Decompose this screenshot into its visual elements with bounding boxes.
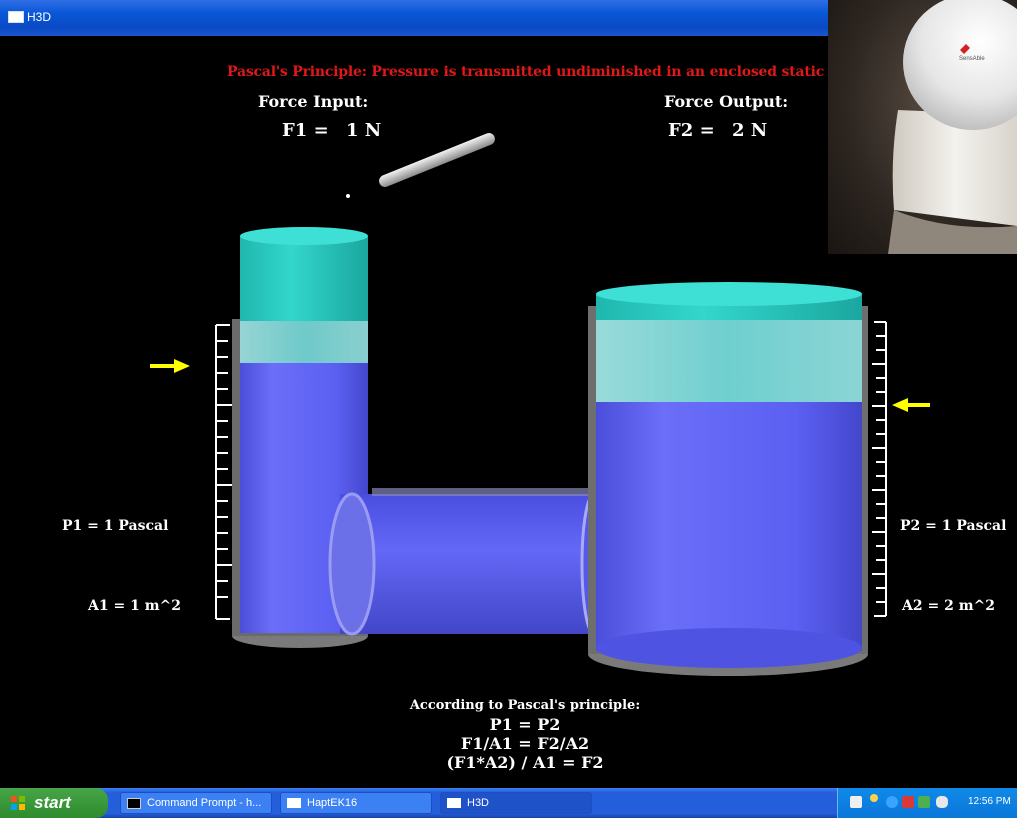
cursor-point — [346, 194, 350, 198]
explanation-line-1: P1 = P2 — [489, 715, 561, 734]
left-piston — [240, 236, 368, 321]
network-icon[interactable] — [886, 796, 898, 808]
cmd-icon — [127, 798, 141, 809]
task-label: Command Prompt - h... — [147, 797, 262, 809]
right-ruler-scale — [872, 321, 887, 617]
window-title: H3D — [27, 10, 52, 24]
hydraulic-system-graphic — [150, 133, 930, 676]
explanation-intro: According to Pascal's principle: — [409, 698, 641, 713]
app-window-icon — [8, 11, 24, 23]
p1-readout: P1 = 1 Pascal — [62, 518, 169, 534]
f2-label: F2 = — [668, 120, 715, 141]
task-label: HaptEK16 — [307, 797, 358, 809]
start-label: start — [34, 793, 71, 812]
task-haptek16[interactable]: HaptEK16 — [280, 792, 432, 814]
task-h3d[interactable]: H3D — [440, 792, 592, 814]
f1-value: 1 N — [346, 120, 382, 141]
haptic-device-photo: SensAble — [828, 0, 1017, 254]
pascal-principle-text: Pascal's Principle: Pressure is transmit… — [227, 64, 869, 80]
task-label: H3D — [467, 797, 490, 809]
connecting-tube — [340, 494, 602, 634]
windows-flag-icon — [11, 796, 25, 810]
explanation-block: According to Pascal's principle: P1 = P2… — [380, 696, 670, 772]
taskbar: start Command Prompt - h... HaptEK16 H3D… — [0, 788, 1017, 818]
f2-value: 2 N — [732, 120, 768, 141]
a2-readout: A2 = 2 m^2 — [902, 598, 995, 614]
start-button[interactable]: start — [0, 788, 108, 818]
left-level-arrow-icon — [150, 359, 190, 373]
stylus-rod — [379, 133, 495, 187]
force-input-heading: Force Input: — [258, 92, 369, 111]
right-fluid-column — [596, 401, 862, 651]
notification-icon[interactable] — [870, 794, 878, 802]
task-command-prompt[interactable]: Command Prompt - h... — [120, 792, 272, 814]
help-icon[interactable] — [850, 796, 862, 808]
system-tray: 12:56 PM — [837, 788, 1017, 818]
a1-readout: A1 = 1 m^2 — [88, 598, 181, 614]
force-output-readout: F2 = 2 N — [668, 120, 767, 141]
right-level-arrow-icon — [892, 398, 930, 412]
device-brand-text: SensAble — [959, 56, 985, 62]
force-output-heading: Force Output: — [664, 92, 789, 111]
f1-label: F1 = — [282, 120, 329, 141]
left-ruler-scale — [215, 324, 232, 620]
p2-readout: P2 = 1 Pascal — [900, 518, 1007, 534]
display-icon[interactable] — [918, 796, 930, 808]
explanation-line-2: F1/A1 = F2/A2 — [460, 734, 590, 753]
taskbar-clock: 12:56 PM — [968, 796, 1011, 807]
force-input-readout: F1 = 1 N — [282, 120, 381, 141]
window-icon — [287, 798, 301, 808]
explanation-line-3: (F1*A2) / A1 = F2 — [446, 753, 604, 772]
window-icon — [447, 798, 461, 808]
volume-icon[interactable] — [936, 796, 948, 808]
security-icon[interactable] — [902, 796, 914, 808]
